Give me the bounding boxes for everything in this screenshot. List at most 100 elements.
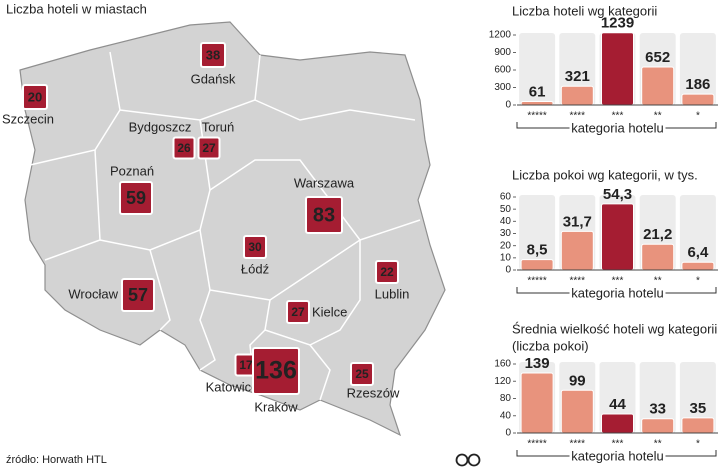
x-tick-label: *****	[527, 439, 547, 450]
value-label: 61	[529, 83, 546, 100]
city-box	[121, 278, 155, 312]
value-label: 1239	[601, 15, 634, 32]
y-tick-label: 600	[494, 65, 511, 76]
chart-title: Liczba hoteli wg kategorii	[512, 3, 657, 18]
x-tick-label: ***	[612, 111, 624, 122]
city-box	[200, 42, 226, 68]
city-value: 38	[206, 47, 220, 62]
value-label: 139	[525, 355, 550, 372]
city-name: Gdańsk	[191, 71, 236, 86]
city-name: Łódź	[241, 261, 269, 276]
bar	[641, 418, 675, 434]
city-value: 27	[202, 141, 216, 155]
city-box	[252, 347, 300, 395]
y-tick-label: 300	[494, 82, 511, 93]
city-box	[197, 136, 221, 160]
value-label: 44	[609, 396, 626, 413]
y-tick-label: 10	[500, 252, 512, 263]
value-label: 21,2	[643, 226, 672, 243]
x-tick-label: **	[654, 439, 662, 450]
bar	[641, 243, 675, 271]
y-tick-label: 0	[505, 428, 511, 439]
city-name: Szczecin	[2, 111, 54, 126]
city-box	[119, 181, 153, 215]
city-value: 136	[255, 357, 297, 385]
city-name: Toruń	[202, 119, 235, 134]
bar	[560, 230, 594, 271]
logo	[455, 453, 481, 467]
y-tick-label: 40	[500, 216, 512, 227]
city-value: 57	[128, 285, 148, 305]
x-tick-label: ****	[570, 276, 586, 287]
y-tick-label: 0	[505, 265, 511, 276]
map-shape	[19, 21, 446, 437]
city-value: 30	[248, 240, 262, 254]
bar	[681, 261, 715, 271]
bar-background	[679, 195, 716, 270]
city-name: Bydgoszcz	[129, 119, 192, 134]
chart-subtitle: (liczba pokoi)	[512, 338, 589, 353]
map-title: Liczba hoteli w miastach	[6, 1, 147, 16]
x-tick-label: *	[696, 111, 700, 122]
city-name: Kraków	[254, 399, 298, 414]
x-tick-label: ***	[612, 439, 624, 450]
bar	[601, 32, 634, 106]
city-value: 20	[28, 89, 42, 104]
value-label: 652	[645, 49, 670, 66]
value-label: 35	[690, 400, 707, 417]
city-name: Wrocław	[68, 286, 118, 301]
y-tick-label: 160	[494, 359, 511, 370]
y-tick-label: 50	[500, 204, 512, 215]
x-tick-label: **	[654, 276, 662, 287]
value-label: 186	[685, 76, 710, 93]
city-name: Lublin	[375, 286, 410, 301]
bracket-gap	[569, 121, 666, 135]
value-label: 99	[569, 372, 586, 389]
city-value: 59	[126, 188, 146, 208]
city-name: Kielce	[312, 304, 347, 319]
bar	[520, 259, 554, 271]
bar	[601, 203, 634, 271]
city-name: Warszawa	[294, 175, 355, 190]
city-box	[243, 235, 267, 259]
y-tick-label: 0	[505, 100, 511, 111]
city-value: 26	[177, 141, 191, 155]
x-tick-label: ****	[570, 439, 586, 450]
bar-background	[639, 362, 676, 433]
value-label: 31,7	[563, 213, 592, 230]
bracket-gap	[569, 286, 666, 300]
x-tick-label: **	[654, 111, 662, 122]
bar	[601, 413, 634, 434]
city-value: 25	[355, 367, 369, 381]
value-label: 33	[649, 401, 666, 418]
city-box	[172, 136, 196, 160]
city-value: 17	[239, 358, 253, 372]
city-name: Katowice	[206, 379, 259, 394]
city-box	[22, 84, 48, 110]
y-tick-label: 1200	[489, 30, 512, 41]
city-name: Poznań	[110, 163, 154, 178]
bar	[560, 85, 594, 106]
bar	[681, 93, 715, 106]
bar-background	[679, 362, 716, 433]
value-label: 54,3	[603, 186, 632, 203]
city-box	[305, 196, 343, 234]
city-value: 83	[313, 204, 335, 226]
bar	[520, 100, 554, 106]
city-box	[350, 362, 374, 386]
bar	[520, 372, 554, 434]
y-tick-label: 20	[500, 240, 512, 251]
y-tick-label: 900	[494, 47, 511, 58]
city-box	[286, 300, 310, 324]
y-tick-label: 30	[500, 228, 512, 239]
x-tick-label: *****	[527, 111, 547, 122]
x-tick-label: *****	[527, 276, 547, 287]
bar	[560, 389, 594, 434]
value-label: 321	[565, 68, 590, 85]
bar	[641, 66, 675, 106]
value-label: 6,4	[687, 244, 709, 261]
city-name: Rzeszów	[347, 385, 400, 400]
chart-title: Liczba pokoi wg kategorii, w tys.	[512, 167, 698, 182]
city-box	[375, 260, 399, 284]
